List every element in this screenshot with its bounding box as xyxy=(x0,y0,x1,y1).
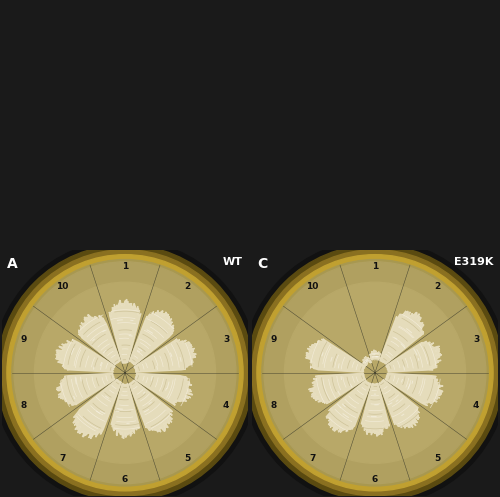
Text: 2: 2 xyxy=(434,282,440,291)
Polygon shape xyxy=(110,299,141,363)
Polygon shape xyxy=(73,379,121,439)
Polygon shape xyxy=(362,383,390,436)
Circle shape xyxy=(247,494,500,497)
Circle shape xyxy=(252,249,498,496)
Polygon shape xyxy=(56,373,114,405)
Circle shape xyxy=(12,259,238,486)
Text: A: A xyxy=(7,257,18,271)
Text: C: C xyxy=(257,257,267,271)
Text: 9: 9 xyxy=(20,335,27,344)
Circle shape xyxy=(262,259,488,486)
Circle shape xyxy=(257,254,493,491)
Polygon shape xyxy=(129,380,172,432)
Circle shape xyxy=(0,494,253,497)
Circle shape xyxy=(0,240,258,497)
Text: 1: 1 xyxy=(122,262,128,271)
Polygon shape xyxy=(130,311,174,365)
Text: 8: 8 xyxy=(270,401,277,410)
Text: 4: 4 xyxy=(473,401,480,410)
Text: 10: 10 xyxy=(306,282,318,291)
Text: 1: 1 xyxy=(372,262,378,271)
Text: WT: WT xyxy=(223,257,243,267)
Text: 3: 3 xyxy=(473,335,480,344)
Circle shape xyxy=(0,245,253,497)
Text: 9: 9 xyxy=(270,335,277,344)
Polygon shape xyxy=(385,373,443,406)
Text: 7: 7 xyxy=(60,454,66,463)
Circle shape xyxy=(284,282,466,463)
Polygon shape xyxy=(380,311,424,364)
Polygon shape xyxy=(134,339,196,372)
Circle shape xyxy=(247,245,500,497)
Text: 8: 8 xyxy=(20,401,27,410)
Text: 7: 7 xyxy=(310,454,316,463)
Text: 2: 2 xyxy=(184,282,190,291)
Circle shape xyxy=(14,262,236,484)
Circle shape xyxy=(0,489,258,497)
Text: 5: 5 xyxy=(434,454,440,463)
Polygon shape xyxy=(386,341,442,372)
Polygon shape xyxy=(111,384,140,439)
Text: 6: 6 xyxy=(122,475,128,484)
Polygon shape xyxy=(306,339,366,372)
Polygon shape xyxy=(326,381,370,432)
Text: E319K: E319K xyxy=(454,257,493,267)
Text: 6: 6 xyxy=(372,475,378,484)
Polygon shape xyxy=(308,373,366,404)
Circle shape xyxy=(264,262,486,484)
Circle shape xyxy=(34,282,216,463)
Text: 10: 10 xyxy=(56,282,68,291)
Polygon shape xyxy=(78,315,120,365)
Polygon shape xyxy=(135,373,192,406)
Polygon shape xyxy=(379,380,420,428)
Text: 4: 4 xyxy=(223,401,230,410)
Text: 3: 3 xyxy=(223,335,230,344)
Polygon shape xyxy=(370,350,380,360)
Text: 5: 5 xyxy=(184,454,190,463)
Circle shape xyxy=(2,249,248,496)
Circle shape xyxy=(242,489,500,497)
Circle shape xyxy=(242,240,500,497)
Circle shape xyxy=(7,254,243,491)
Polygon shape xyxy=(362,356,371,365)
Polygon shape xyxy=(56,339,115,372)
